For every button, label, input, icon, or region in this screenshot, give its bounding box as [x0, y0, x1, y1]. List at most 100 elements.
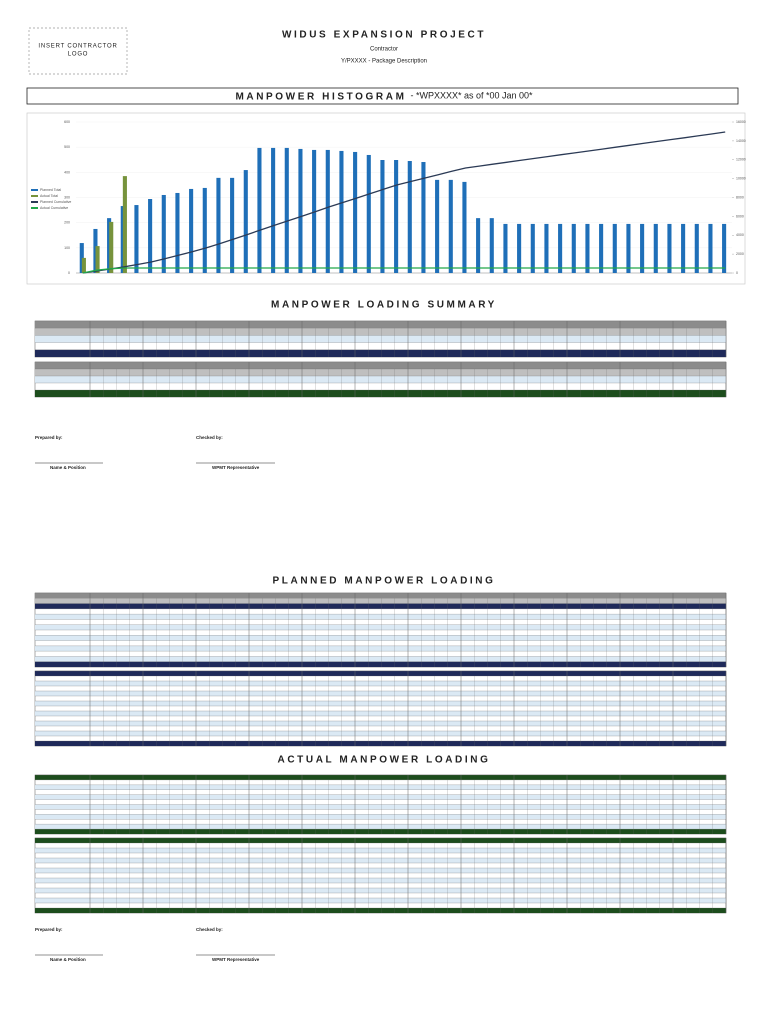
bar [284, 147, 289, 273]
bar [681, 223, 686, 273]
table-row [35, 593, 726, 599]
table-row [35, 376, 726, 383]
bar [353, 151, 358, 273]
signature-block: Prepared by: Checked by: Name & Position… [35, 435, 275, 470]
name-position: Name & Position [50, 957, 86, 962]
table-row [35, 848, 726, 853]
legend-label: Actual Total [40, 194, 58, 198]
y2-tick-label: 16000 [736, 120, 746, 124]
bar [95, 246, 100, 273]
bar [626, 223, 631, 273]
bar [462, 181, 467, 273]
table-row [35, 814, 726, 820]
bar [93, 228, 98, 273]
bar [640, 223, 645, 273]
table-row [35, 721, 726, 726]
y2-tick-label: 2000 [736, 252, 744, 256]
line [82, 267, 726, 274]
y-tick-label: 300 [64, 195, 70, 199]
y2-tick-label: 6000 [736, 214, 744, 218]
table-row [35, 321, 726, 329]
bar [476, 218, 481, 273]
table-row [35, 362, 726, 369]
project-title: WIDUS EXPANSION PROJECT [282, 30, 486, 41]
table-row [35, 868, 726, 873]
bar [694, 223, 699, 273]
histogram-title-main: MANPOWER HISTOGRAM [235, 91, 406, 102]
bar [175, 192, 180, 273]
section-title: MANPOWER LOADING SUMMARY [271, 300, 497, 311]
chart: 0100200300400500600020004000600080001000… [31, 120, 746, 275]
legend-swatch [31, 189, 38, 191]
bar [257, 147, 262, 273]
table-row [35, 656, 726, 662]
bar [230, 177, 235, 273]
table-row [35, 878, 726, 883]
table-row [35, 691, 726, 696]
y-tick-label: 500 [64, 145, 70, 149]
table-row [35, 824, 726, 830]
table-row [35, 898, 726, 903]
bar [107, 218, 112, 273]
bar [312, 149, 317, 273]
table-row [35, 671, 726, 676]
y-tick-label: 0 [68, 271, 70, 275]
bar [585, 223, 590, 273]
bar [421, 162, 426, 273]
bar [202, 187, 207, 273]
table-row [35, 858, 726, 863]
y2-tick-label: 10000 [736, 177, 746, 181]
table-row [35, 829, 726, 834]
bar [120, 206, 125, 273]
contractor: Contractor [370, 47, 398, 53]
bar [366, 154, 371, 273]
bar [722, 223, 727, 273]
table-row [35, 645, 726, 652]
table-row [35, 731, 726, 736]
bar [544, 223, 549, 273]
y2-tick-label: 14000 [736, 139, 746, 143]
bar [489, 218, 494, 273]
checked-by: Checked by: [196, 435, 223, 440]
legend-swatch [31, 207, 38, 209]
legend-label: Actual Cumulative [40, 206, 68, 210]
histogram-title-box [26, 87, 739, 105]
table-row [35, 804, 726, 810]
table-row [35, 701, 726, 706]
table-row [35, 598, 726, 604]
bar [339, 150, 344, 273]
table-row [35, 335, 726, 343]
bar [558, 223, 563, 273]
table-row [35, 635, 726, 641]
bar [79, 243, 84, 273]
table-row [35, 838, 726, 843]
bar [189, 188, 194, 273]
bar [503, 223, 508, 273]
table-row [35, 681, 726, 686]
signature-block: Prepared by: Checked by: Name & Position… [35, 927, 275, 962]
histogram-subtitle: - *WPXXXX* as of *00 Jan 00* [411, 91, 534, 101]
y2-tick-label: 4000 [736, 233, 744, 237]
chart-frame [26, 112, 746, 285]
bar [435, 179, 440, 273]
section-title: PLANNED MANPOWER LOADING [273, 576, 496, 587]
prepared-by: Prepared by: [35, 435, 63, 440]
checked-by: Checked by: [196, 927, 223, 932]
y-tick-label: 400 [64, 170, 70, 174]
bar [271, 147, 276, 273]
y-tick-label: 200 [64, 221, 70, 225]
table-row [35, 369, 726, 376]
table-row [35, 603, 726, 609]
bar [599, 223, 604, 273]
table-row [35, 888, 726, 893]
table-row [35, 908, 726, 913]
y2-tick-label: 8000 [736, 195, 744, 199]
bar [530, 223, 535, 273]
prepared-by: Prepared by: [35, 927, 63, 932]
table-row [35, 775, 726, 780]
section-title: ACTUAL MANPOWER LOADING [278, 755, 491, 766]
bar [448, 179, 453, 273]
package: Y/PXXXX - Package Description [341, 59, 427, 65]
bar [134, 205, 139, 273]
